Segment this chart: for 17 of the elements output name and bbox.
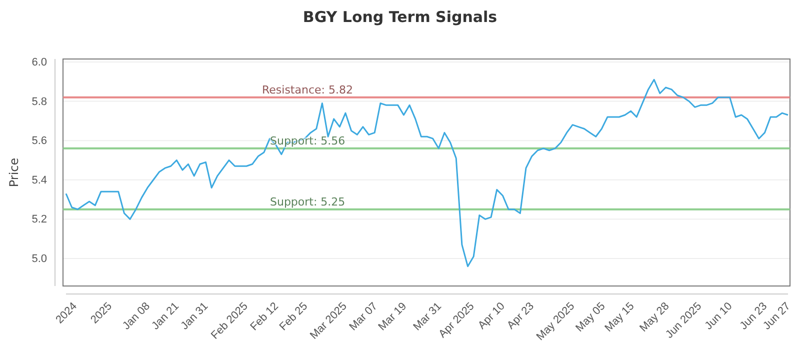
- x-tick-label: Feb 25: [277, 300, 310, 334]
- y-axis-title: Price: [7, 158, 21, 188]
- y-tick-label: 5.2: [32, 214, 47, 226]
- y-tick-label: 5.6: [32, 135, 47, 148]
- x-tick-label: Mar 19: [376, 300, 410, 334]
- x-tick-label: Apr 23: [505, 300, 536, 332]
- x-tick-label: Jun 10: [702, 300, 735, 332]
- y-tick-label: 5.0: [32, 253, 47, 266]
- y-tick-label: 6.0: [32, 56, 47, 68]
- x-tick-label: Apr 10: [476, 300, 508, 332]
- chart-title: BGY Long Term Signals: [302, 8, 498, 26]
- ref-line-label: Resistance: 5.82: [262, 83, 353, 96]
- line-series: [65, 78, 789, 268]
- x-tick-label: Jan 08: [120, 300, 152, 332]
- y-tick-label: 5.8: [32, 96, 47, 108]
- ref-line-label: Support: 5.25: [270, 195, 346, 208]
- y-tick-label: 5.4: [32, 174, 47, 186]
